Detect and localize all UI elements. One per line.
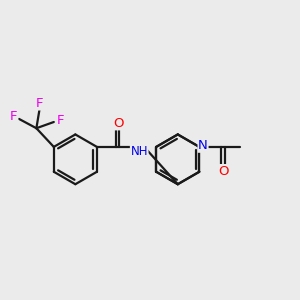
Text: F: F — [36, 97, 43, 110]
Text: N: N — [198, 139, 208, 152]
Text: O: O — [218, 165, 229, 178]
Text: O: O — [113, 117, 123, 130]
Text: F: F — [10, 110, 18, 123]
Text: F: F — [56, 114, 64, 127]
Text: NH: NH — [130, 145, 148, 158]
